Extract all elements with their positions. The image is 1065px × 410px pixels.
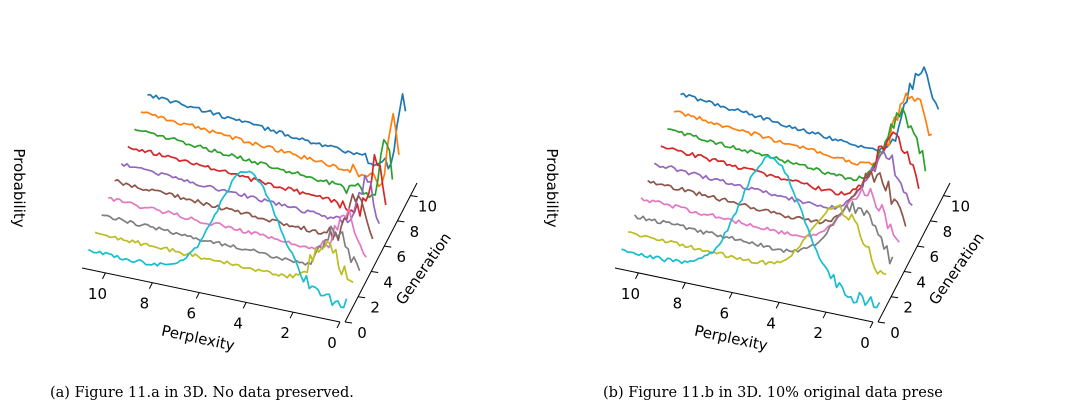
generation-tick-mark <box>904 270 912 273</box>
x-tick-mark <box>635 272 639 280</box>
generation-tick-mark <box>384 245 392 248</box>
generation-tick-label: 6 <box>929 248 939 266</box>
x-tick-label: 4 <box>766 314 776 332</box>
x-tick-mark <box>775 302 780 309</box>
x-axis-line <box>614 267 874 323</box>
generation-tick-label: 10 <box>951 198 970 216</box>
x-tick-label: 0 <box>327 334 337 352</box>
generation-tick-label: 2 <box>903 299 913 317</box>
generation-tick-mark <box>891 296 899 299</box>
x-tick-mark <box>148 282 153 289</box>
series-line-7 <box>108 196 367 258</box>
generation-tick-mark <box>358 296 366 299</box>
x-tick-mark <box>289 311 294 319</box>
caption-a: (a) Figure 11.a in 3D. No data preserved… <box>50 385 354 401</box>
series-line-8 <box>101 214 361 272</box>
x-tick-mark <box>102 272 106 280</box>
series-line-6 <box>114 178 374 242</box>
series-line-10 <box>88 170 348 309</box>
generation-axis-line <box>344 182 418 323</box>
series-line-3 <box>134 128 394 199</box>
x-axis: 10 8 6 4 2 0 Perplexity <box>81 267 341 355</box>
generation-tick-label: 8 <box>410 223 420 241</box>
generation-tick-mark <box>917 245 925 248</box>
generation-tick-mark <box>410 195 418 198</box>
generation-tick-mark <box>397 220 405 223</box>
generation-axis-line <box>877 182 951 323</box>
series-line-4 <box>127 145 387 217</box>
generation-tick-label: 4 <box>916 273 926 291</box>
x-tick-label: 8 <box>140 295 150 313</box>
x-tick-label: 2 <box>813 324 823 342</box>
x-tick-mark <box>681 282 686 289</box>
series-line-7 <box>640 187 900 243</box>
generation-tick-label: 0 <box>890 324 900 342</box>
probability-axis-title: Probability <box>10 148 28 227</box>
x-tick-label: 10 <box>621 285 640 303</box>
series-line-5 <box>120 162 381 224</box>
series-line-1 <box>147 93 407 170</box>
series-group <box>88 93 407 309</box>
series-line-10 <box>621 155 881 309</box>
generation-axis-title: Generation <box>392 229 455 308</box>
x-tick-mark <box>869 321 874 329</box>
probability-axis-title: Probability <box>543 148 561 227</box>
series-group <box>621 66 940 309</box>
x-tick-label: 2 <box>280 324 290 342</box>
generation-tick-label: 8 <box>943 223 953 241</box>
x-tick-label: 0 <box>860 334 870 352</box>
x-tick-label: 4 <box>233 314 243 332</box>
generation-tick-label: 0 <box>357 324 367 342</box>
x-tick-mark <box>242 302 247 309</box>
series-line-9 <box>628 203 887 276</box>
generation-axis-title: Generation <box>925 229 988 308</box>
chart-panel-b: 10 8 6 4 2 0 Perplexity 0 2 4 6 8 10 Generation Probab… <box>533 0 1065 410</box>
generation-tick-mark <box>371 270 379 273</box>
x-tick-label: 8 <box>673 295 683 313</box>
generation-tick-mark <box>930 220 938 223</box>
series-line-6 <box>647 170 907 227</box>
generation-tick-mark <box>943 195 951 198</box>
chart-panel-a: 10 8 6 4 2 0 Perplexity 0 2 4 6 8 10 Generation Probab… <box>0 0 532 410</box>
x-tick-mark <box>336 321 341 329</box>
series-line-2 <box>673 92 933 166</box>
generation-tick-mark <box>344 321 353 324</box>
generation-tick-label: 2 <box>370 299 380 317</box>
x-tick-mark <box>728 292 733 299</box>
x-axis-title: Perplexity <box>693 322 770 355</box>
x-axis-title: Perplexity <box>160 322 237 355</box>
x-tick-label: 6 <box>186 305 196 323</box>
generation-tick-label: 6 <box>396 248 406 266</box>
x-axis-line <box>81 267 341 323</box>
x-tick-mark <box>822 311 827 319</box>
series-line-8 <box>633 201 894 265</box>
series-line-2 <box>140 111 400 188</box>
caption-b: (b) Figure 11.b in 3D. 10% original data… <box>603 385 943 401</box>
series-line-9 <box>94 231 354 283</box>
series-line-1 <box>680 66 940 152</box>
generation-tick-label: 4 <box>383 273 393 291</box>
generation-tick-label: 10 <box>418 198 437 216</box>
x-tick-label: 6 <box>719 305 729 323</box>
x-tick-mark <box>195 292 200 299</box>
x-tick-label: 10 <box>88 285 107 303</box>
generation-tick-mark <box>877 321 886 324</box>
